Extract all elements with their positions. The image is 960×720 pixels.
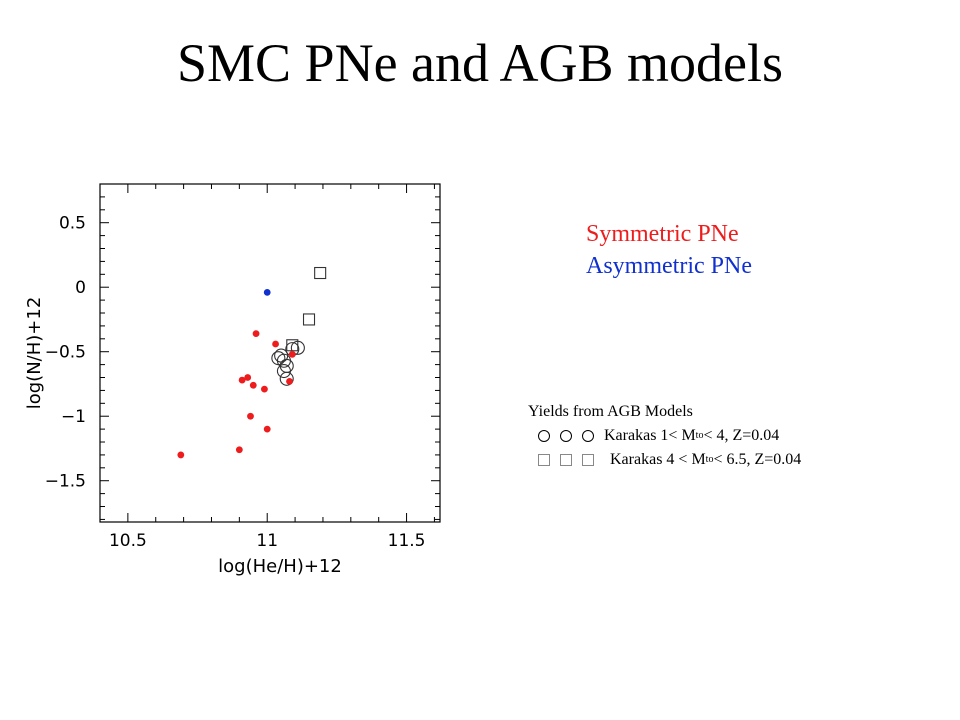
- open-circle-icon: [538, 430, 550, 442]
- agb-low-mass-model-point: [276, 364, 291, 379]
- y-tick-label: −1: [61, 407, 86, 427]
- plot-frame: [99, 183, 441, 523]
- y-tick-label: −1.5: [45, 472, 86, 492]
- asymmetric-pn-point: [263, 288, 271, 296]
- open-square-icon: [538, 454, 550, 466]
- symmetric-pn-point: [247, 412, 254, 420]
- open-circle-icon: [560, 430, 572, 442]
- yields-high-mass-prefix: Karakas 4 < M: [610, 451, 706, 468]
- x-tick-label: 11: [256, 531, 278, 551]
- y-tick-label: 0: [75, 278, 86, 298]
- yields-low-mass-prefix: Karakas 1< M: [604, 427, 696, 444]
- symmetric-pn-point: [235, 446, 243, 454]
- y-tick-label: 0.5: [59, 214, 86, 234]
- symmetric-pn-point: [263, 425, 271, 433]
- open-square-icon: [560, 454, 572, 466]
- x-tick-label: 11.5: [388, 531, 426, 551]
- symmetric-pn-point: [252, 330, 260, 338]
- y-axis-label: log(N/H)+12: [24, 297, 45, 410]
- agb-high-mass-model-point: [302, 313, 316, 326]
- yields-high-mass-sub: to: [705, 454, 714, 465]
- x-axis-label: log(He/H)+12: [218, 556, 342, 577]
- symmetric-pn-point: [272, 340, 279, 348]
- open-square-icon: [582, 454, 594, 466]
- yields-high-mass-suffix: < 6.5, Z=0.04: [713, 451, 802, 468]
- legend-asymmetric: Asymmetric PNe: [586, 253, 752, 279]
- agb-high-mass-model-point: [314, 266, 327, 280]
- legend: Symmetric PNe Asymmetric PNe: [586, 218, 752, 282]
- yields-heading: Yields from AGB Models: [528, 403, 693, 420]
- legend-symmetric: Symmetric PNe: [586, 221, 739, 247]
- symmetric-pn-point: [249, 381, 257, 389]
- slide-title: SMC PNe and AGB models: [176, 33, 784, 93]
- y-tick-label: −0.5: [45, 343, 86, 363]
- yields-low-mass-suffix: < 4, Z=0.04: [703, 427, 780, 444]
- symmetric-pn-point: [286, 377, 293, 385]
- symmetric-pn-point: [261, 385, 268, 393]
- symmetric-pn-point: [244, 374, 252, 381]
- agb-low-mass-model-point: [290, 340, 305, 355]
- symmetric-pn-point: [238, 376, 246, 384]
- symmetric-pn-point: [288, 350, 296, 358]
- agb-low-mass-model-point: [279, 371, 294, 386]
- x-tick-label: 10.5: [109, 531, 147, 551]
- symmetric-pn-point: [177, 451, 185, 459]
- open-circle-icon: [582, 430, 594, 442]
- agb-low-mass-model-point: [279, 358, 294, 373]
- yields-low-mass-sub: to: [695, 430, 704, 441]
